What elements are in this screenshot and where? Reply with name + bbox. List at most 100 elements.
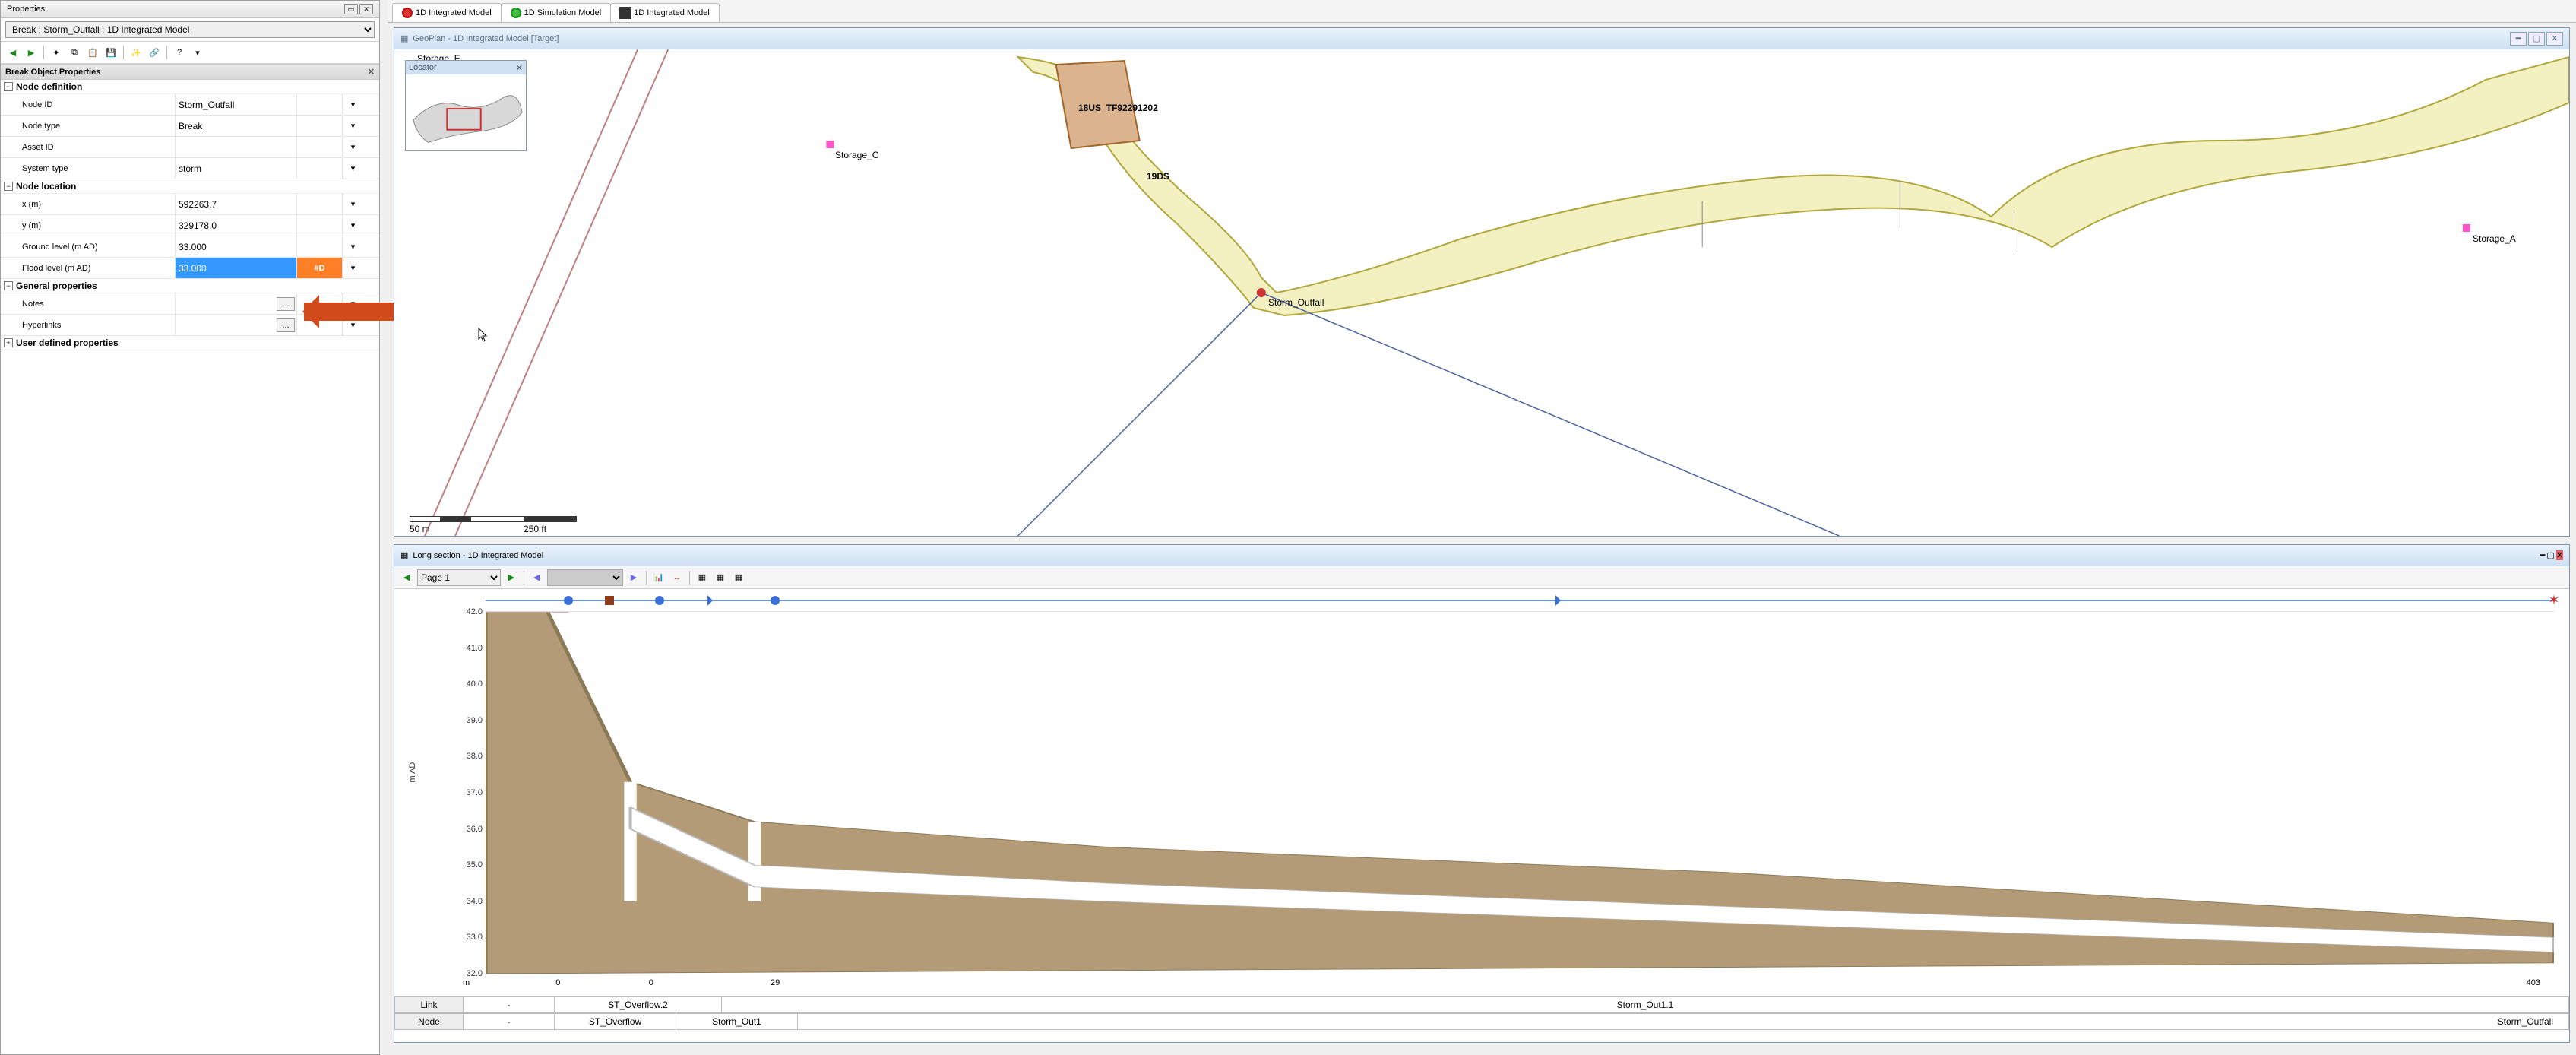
- geoplan-maximize-button[interactable]: ▢: [2528, 32, 2545, 46]
- chart-style-button[interactable]: 📊: [651, 570, 666, 585]
- timeline-marker[interactable]: [605, 596, 614, 605]
- tab-1d-integrated-2[interactable]: 1D Integrated Model: [610, 3, 720, 22]
- properties-restore-icon[interactable]: ▭: [344, 4, 358, 14]
- timeline-marker[interactable]: [771, 596, 780, 605]
- tab-1d-simulation[interactable]: 1D Simulation Model: [501, 3, 612, 22]
- timeline-marker[interactable]: [564, 596, 573, 605]
- node-type-input[interactable]: [176, 116, 296, 136]
- geoplan-canvas[interactable]: Storage_C Storage_A Storm_Outfall 18US_T…: [394, 49, 2569, 536]
- timeline-marker[interactable]: [655, 596, 664, 605]
- node-header: Node: [395, 1014, 464, 1030]
- section-header-break-object: Break Object Properties ✕: [1, 64, 379, 80]
- timeline-marker[interactable]: [1555, 595, 1566, 606]
- locator-titlebar[interactable]: Locator ✕: [406, 61, 526, 74]
- node-cell[interactable]: ST_Overflow: [555, 1014, 676, 1030]
- locator-panel[interactable]: Locator ✕: [405, 60, 527, 151]
- anim-time-select[interactable]: [547, 569, 623, 586]
- group-general-properties[interactable]: − General properties: [1, 279, 379, 293]
- geoplan-titlebar[interactable]: ▦ GeoPlan - 1D Integrated Model [Target]…: [394, 28, 2569, 49]
- x-flag-dropdown[interactable]: ▾: [343, 194, 362, 214]
- longsection-chart[interactable]: m AD 32.033.034.035.036.037.038.039.040.…: [394, 612, 2569, 974]
- x-input[interactable]: [176, 194, 296, 214]
- asset-id-flag-dropdown[interactable]: ▾: [343, 137, 362, 157]
- geoplan-minimize-button[interactable]: ━: [2510, 32, 2527, 46]
- help-button[interactable]: ?: [172, 45, 187, 60]
- x-tick: 29: [771, 978, 780, 987]
- properties-titlebar[interactable]: Properties ▭ ✕: [1, 1, 379, 18]
- longsection-plot[interactable]: ✶ m AD 32.033.034.035.036.037.038.039.04…: [394, 589, 2569, 996]
- link-cell[interactable]: Storm_Out1.1: [722, 997, 2569, 1013]
- ground-flag-dropdown[interactable]: ▾: [343, 236, 362, 257]
- group-node-definition[interactable]: − Node definition: [1, 80, 379, 94]
- node-cell[interactable]: -: [464, 1014, 555, 1030]
- system-type-flag-dropdown[interactable]: ▾: [343, 158, 362, 179]
- flood-flag-dropdown[interactable]: ▾: [343, 258, 362, 278]
- system-type-input[interactable]: [176, 158, 296, 179]
- scale-left-label: 50 m: [410, 524, 430, 534]
- properties-close-icon[interactable]: ✕: [359, 4, 373, 14]
- grid3-button[interactable]: ▦: [731, 570, 746, 585]
- link-cell[interactable]: -: [464, 997, 555, 1013]
- label-storage-c: Storage_C: [835, 150, 878, 160]
- collapse-toggle-icon[interactable]: −: [4, 182, 13, 191]
- link-header: Link: [395, 997, 464, 1013]
- page-next-button[interactable]: ▶: [504, 570, 519, 585]
- node-id-flag-dropdown[interactable]: ▾: [343, 94, 362, 115]
- cursor-icon: [478, 328, 489, 343]
- save-button[interactable]: 💾: [103, 45, 119, 60]
- y-tick: 34.0: [467, 897, 483, 906]
- longsection-minimize-button[interactable]: ━: [2540, 550, 2546, 560]
- timeline-marker[interactable]: ✶: [2548, 593, 2559, 609]
- zoom-extents-button[interactable]: ↔: [669, 570, 685, 585]
- longsection-timeline[interactable]: ✶: [486, 589, 2554, 612]
- link-button[interactable]: 🔗: [147, 45, 162, 60]
- link-cell[interactable]: ST_Overflow.2: [555, 997, 722, 1013]
- y-tick: 42.0: [467, 607, 483, 616]
- y-flag-dropdown[interactable]: ▾: [343, 215, 362, 236]
- geoplan-close-button[interactable]: ✕: [2546, 32, 2563, 46]
- longsection-maximize-button[interactable]: ▢: [2546, 550, 2554, 560]
- scale-right-label: 250 ft: [524, 524, 546, 534]
- paste-button[interactable]: 📋: [85, 45, 100, 60]
- node-cell[interactable]: Storm_Out1: [676, 1014, 798, 1030]
- grid1-button[interactable]: ▦: [695, 570, 710, 585]
- page-select[interactable]: Page 1: [417, 569, 501, 586]
- longsection-close-button[interactable]: ✕: [2556, 550, 2563, 560]
- next-record-button[interactable]: ▶: [24, 45, 39, 60]
- node-type-flag-dropdown[interactable]: ▾: [343, 116, 362, 136]
- object-selector-dropdown[interactable]: Break : Storm_Outfall : 1D Integrated Mo…: [5, 21, 375, 38]
- flood-flag-badge[interactable]: #D: [297, 258, 342, 278]
- locator-close-icon[interactable]: ✕: [516, 63, 523, 73]
- geoplan-window: ▦ GeoPlan - 1D Integrated Model [Target]…: [394, 27, 2570, 537]
- wand-button[interactable]: ✨: [128, 45, 144, 60]
- anim-prev-button[interactable]: ◀: [529, 570, 544, 585]
- asset-id-input[interactable]: [176, 137, 296, 157]
- grid2-button[interactable]: ▦: [713, 570, 728, 585]
- longsection-titlebar[interactable]: ▦ Long section - 1D Integrated Model ━ ▢…: [394, 545, 2569, 566]
- collapse-toggle-icon[interactable]: −: [4, 281, 13, 290]
- field-x: x (m) ▾: [1, 194, 379, 215]
- geoplan-icon: ▦: [400, 33, 408, 43]
- tab-1d-integrated-1[interactable]: 1D Integrated Model: [392, 3, 502, 22]
- expand-toggle-icon[interactable]: +: [4, 338, 13, 347]
- group-user-defined[interactable]: + User defined properties: [1, 336, 379, 350]
- label-19ds: 19DS: [1147, 171, 1169, 182]
- y-input[interactable]: [176, 215, 296, 236]
- scale-bar: [410, 516, 577, 522]
- first-record-button[interactable]: ◀: [5, 45, 21, 60]
- chart-area[interactable]: [486, 612, 2554, 974]
- node-cell[interactable]: Storm_Outfall: [798, 1014, 2569, 1030]
- anim-next-button[interactable]: ▶: [626, 570, 641, 585]
- pointer-tool-button[interactable]: ✦: [49, 45, 64, 60]
- section-close-icon[interactable]: ✕: [368, 67, 375, 77]
- group-node-location[interactable]: − Node location: [1, 179, 379, 194]
- page-prev-button[interactable]: ◀: [399, 570, 414, 585]
- x-axis: m 0029403: [486, 974, 2554, 996]
- node-id-input[interactable]: [176, 94, 296, 115]
- copy-button[interactable]: ⧉: [67, 45, 82, 60]
- collapse-toggle-icon[interactable]: −: [4, 82, 13, 91]
- flood-level-input[interactable]: [176, 258, 296, 278]
- toolbar-dropdown-icon[interactable]: ▾: [190, 45, 205, 60]
- ground-level-input[interactable]: [176, 236, 296, 257]
- timeline-marker[interactable]: [707, 595, 718, 606]
